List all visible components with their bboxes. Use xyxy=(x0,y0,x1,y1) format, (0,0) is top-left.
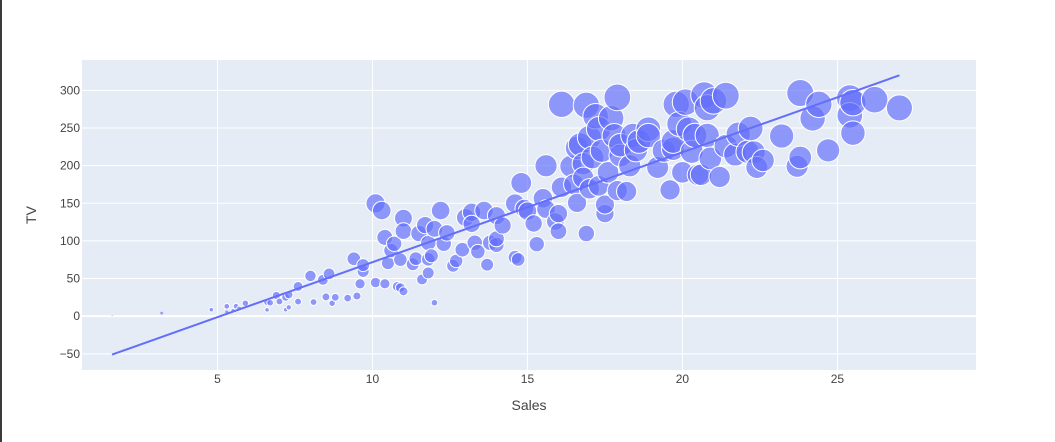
data-point[interactable] xyxy=(788,145,813,170)
data-point[interactable] xyxy=(840,120,866,146)
data-point[interactable] xyxy=(708,165,731,189)
data-point[interactable] xyxy=(421,266,435,280)
data-point[interactable] xyxy=(352,291,362,301)
data-point[interactable] xyxy=(354,278,366,290)
data-point[interactable] xyxy=(430,200,451,221)
data-point[interactable] xyxy=(408,251,424,267)
y-tick-label: 100 xyxy=(60,234,80,248)
y-axis-ticks: −50 0 50 100 150 200 250 300 xyxy=(60,83,81,360)
data-point[interactable] xyxy=(321,292,331,302)
data-point[interactable] xyxy=(369,276,382,289)
data-point[interactable] xyxy=(566,192,588,213)
y-tick-label: 150 xyxy=(60,196,80,210)
y-axis-title: TV xyxy=(23,205,39,224)
data-point[interactable] xyxy=(751,148,775,173)
data-points xyxy=(111,79,913,317)
data-point[interactable] xyxy=(430,298,439,307)
data-point[interactable] xyxy=(860,85,889,114)
x-tick-label: 25 xyxy=(831,372,845,386)
x-axis-ticks: 5 10 15 20 25 xyxy=(214,372,844,386)
x-tick-label: 10 xyxy=(366,372,380,386)
x-axis-title: Sales xyxy=(511,397,546,413)
data-point[interactable] xyxy=(711,81,740,110)
y-tick-label: 200 xyxy=(60,159,80,173)
data-point[interactable] xyxy=(493,216,512,235)
data-point[interactable] xyxy=(659,179,681,201)
data-point[interactable] xyxy=(454,241,471,258)
data-point[interactable] xyxy=(285,304,292,311)
data-point[interactable] xyxy=(549,222,568,241)
y-tick-label: 250 xyxy=(60,121,80,135)
data-point[interactable] xyxy=(266,298,274,307)
data-point[interactable] xyxy=(470,243,486,260)
data-point[interactable] xyxy=(394,222,413,240)
data-point[interactable] xyxy=(309,298,318,306)
data-point[interactable] xyxy=(423,248,439,264)
data-point[interactable] xyxy=(885,94,913,122)
data-point[interactable] xyxy=(398,286,409,297)
x-tick-label: 20 xyxy=(676,372,690,386)
data-point[interactable] xyxy=(528,235,545,253)
data-point[interactable] xyxy=(769,123,795,149)
data-point[interactable] xyxy=(330,292,340,302)
data-point[interactable] xyxy=(379,278,391,290)
y-tick-label: 50 xyxy=(67,272,81,286)
data-point[interactable] xyxy=(275,297,284,306)
data-point[interactable] xyxy=(635,122,661,149)
data-point[interactable] xyxy=(594,194,615,215)
data-point[interactable] xyxy=(371,200,392,221)
data-point[interactable] xyxy=(616,180,638,203)
y-tick-label: 0 xyxy=(73,309,80,323)
data-point[interactable] xyxy=(815,138,841,163)
data-point[interactable] xyxy=(343,293,352,303)
x-tick-label: 15 xyxy=(521,372,535,386)
trendline-layer xyxy=(111,74,900,356)
data-point[interactable] xyxy=(480,257,495,272)
data-point[interactable] xyxy=(548,203,569,224)
data-point[interactable] xyxy=(208,306,215,313)
x-tick-label: 5 xyxy=(214,372,221,386)
data-point[interactable] xyxy=(603,83,632,112)
trendline[interactable] xyxy=(111,74,900,356)
data-point[interactable] xyxy=(524,214,543,233)
data-point[interactable] xyxy=(264,307,270,313)
data-point[interactable] xyxy=(111,314,113,317)
data-point[interactable] xyxy=(547,90,576,118)
data-point[interactable] xyxy=(510,252,526,267)
data-point[interactable] xyxy=(223,302,231,310)
data-point[interactable] xyxy=(385,235,403,252)
data-point[interactable] xyxy=(304,269,317,283)
data-point[interactable] xyxy=(510,171,533,194)
data-point[interactable] xyxy=(534,154,558,178)
y-tick-label: −50 xyxy=(60,347,81,361)
data-point[interactable] xyxy=(577,224,596,243)
data-point[interactable] xyxy=(159,311,164,315)
y-tick-label: 300 xyxy=(60,83,80,97)
data-point[interactable] xyxy=(294,297,303,306)
